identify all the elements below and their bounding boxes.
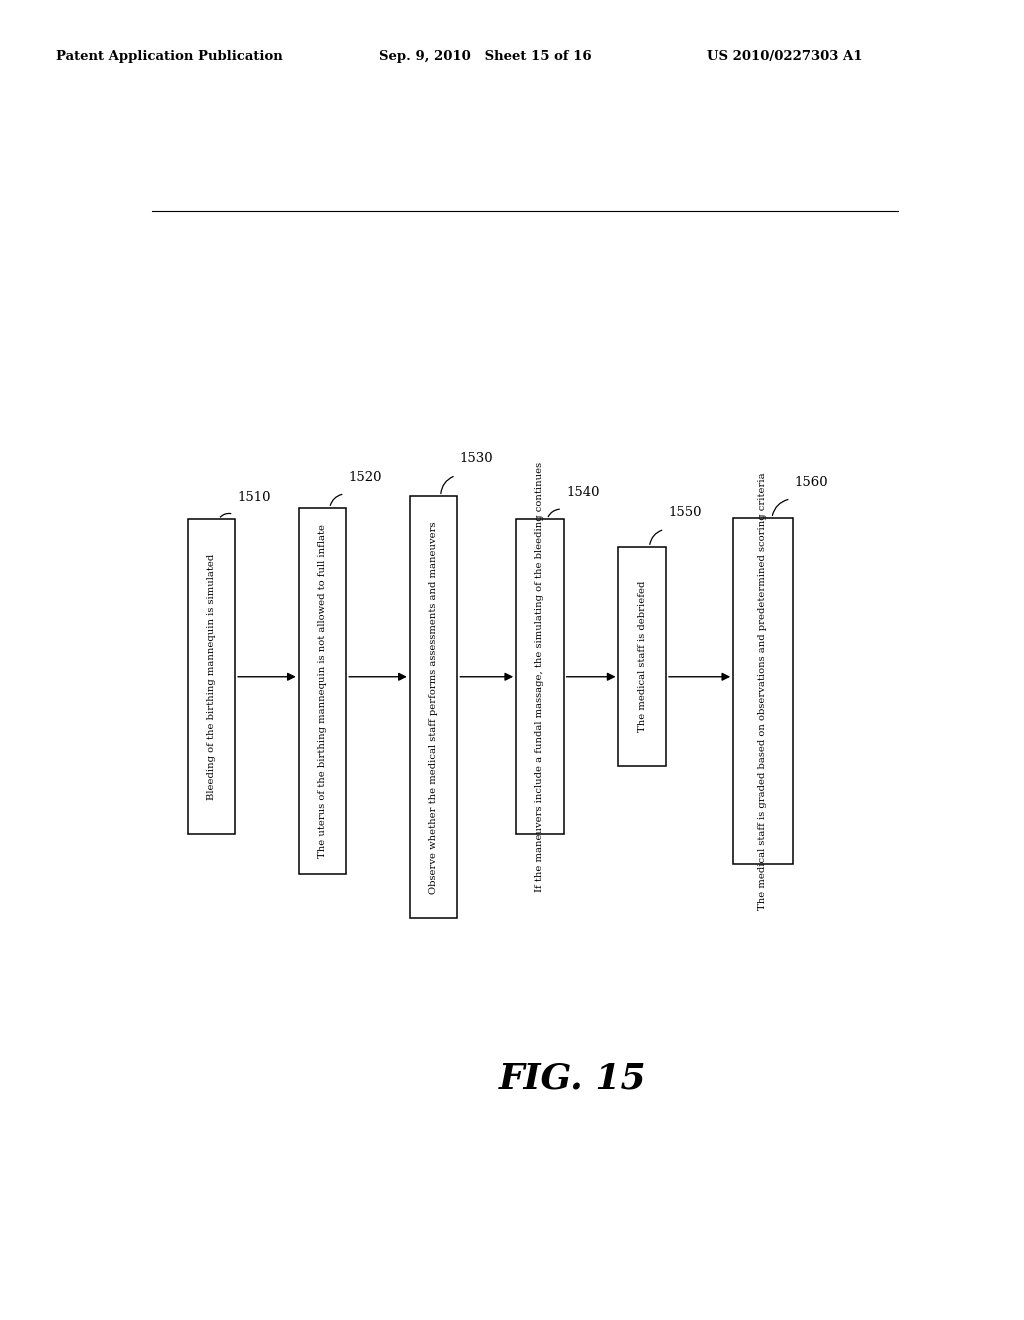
Text: US 2010/0227303 A1: US 2010/0227303 A1 [707,50,862,63]
Text: Sep. 9, 2010   Sheet 15 of 16: Sep. 9, 2010 Sheet 15 of 16 [379,50,592,63]
Text: Observe whether the medical staff performs assessments and maneuvers: Observe whether the medical staff perfor… [429,521,438,894]
Text: Patent Application Publication: Patent Application Publication [56,50,283,63]
Text: 1550: 1550 [669,507,701,519]
Text: The medical staff is graded based on observations and predetermined scoring crit: The medical staff is graded based on obs… [759,473,767,909]
Text: If the maneuvers include a fundal massage, the simulating of the bleeding contin: If the maneuvers include a fundal massag… [536,462,545,892]
Text: The uterus of the birthing mannequin is not allowed to full inflate: The uterus of the birthing mannequin is … [317,524,327,858]
Bar [733,519,793,863]
Text: 1560: 1560 [795,475,828,488]
Bar [516,519,563,834]
Text: 1530: 1530 [460,453,494,466]
Bar [187,519,236,834]
Bar [618,548,666,766]
Text: 1520: 1520 [348,471,382,483]
Text: 1510: 1510 [238,491,271,504]
Text: FIG. 15: FIG. 15 [499,1061,646,1096]
Bar [410,496,458,919]
Text: The medical staff is debriefed: The medical staff is debriefed [638,581,647,733]
Bar [299,508,346,874]
Text: 1540: 1540 [566,486,600,499]
Text: Bleeding of the birthing mannequin is simulated: Bleeding of the birthing mannequin is si… [207,553,216,800]
